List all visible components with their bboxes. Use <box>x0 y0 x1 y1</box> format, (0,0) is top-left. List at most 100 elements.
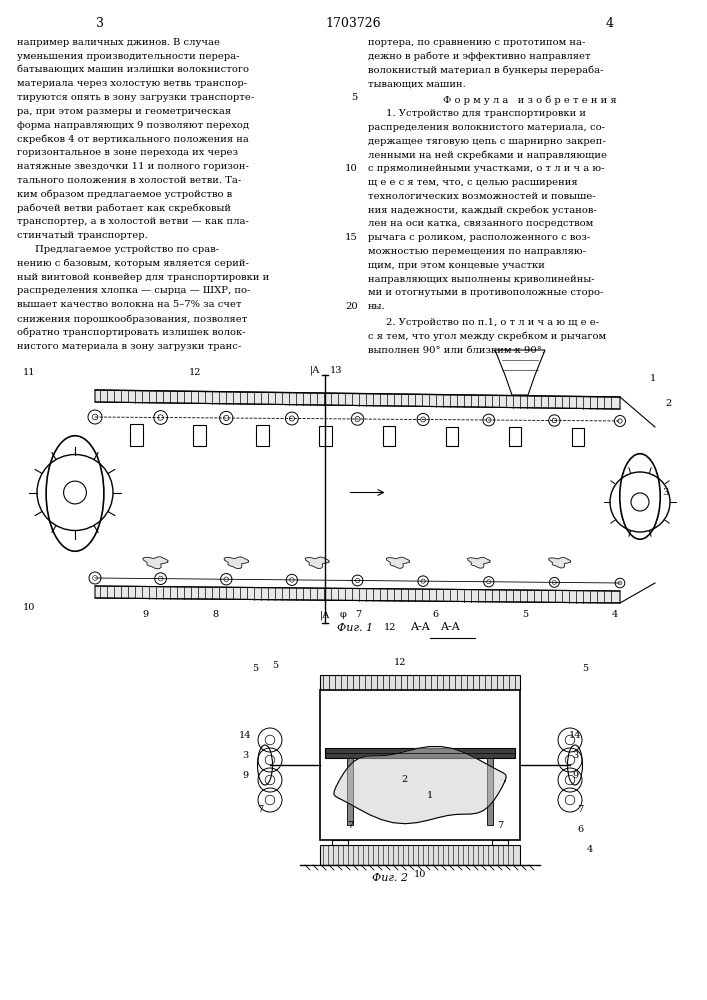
Text: 5: 5 <box>351 93 358 102</box>
Text: рабочей ветви работает как скребковый: рабочей ветви работает как скребковый <box>17 204 231 213</box>
Text: Предлагаемое устройство по срав-: Предлагаемое устройство по срав- <box>35 245 219 254</box>
Text: нистого материала в зону загрузки транс-: нистого материала в зону загрузки транс- <box>17 342 241 351</box>
Text: 4: 4 <box>606 17 614 30</box>
Bar <box>320 845 520 865</box>
Bar <box>332 840 348 845</box>
Polygon shape <box>495 350 545 395</box>
Circle shape <box>615 578 625 588</box>
Text: с я тем, что угол между скребком и рычагом: с я тем, что угол между скребком и рычаг… <box>368 332 606 341</box>
Text: 7: 7 <box>497 820 503 830</box>
Polygon shape <box>467 557 490 568</box>
Polygon shape <box>334 747 506 824</box>
Circle shape <box>351 413 363 425</box>
Polygon shape <box>95 586 620 603</box>
Text: рычага с роликом, расположенного с воз-: рычага с роликом, расположенного с воз- <box>368 233 590 242</box>
Polygon shape <box>549 557 571 568</box>
Text: ким образом предлагаемое устройство в: ким образом предлагаемое устройство в <box>17 190 232 199</box>
Circle shape <box>286 412 298 425</box>
Text: 10: 10 <box>345 164 358 173</box>
Text: 7: 7 <box>355 610 361 619</box>
Text: 9: 9 <box>142 610 148 619</box>
Bar <box>382 426 395 446</box>
Text: держащее тяговую цепь с шарнирно закреп-: держащее тяговую цепь с шарнирно закреп- <box>368 137 606 146</box>
Text: материала через холостую ветвь транспор-: материала через холостую ветвь транспор- <box>17 79 247 88</box>
Text: 5: 5 <box>272 661 278 670</box>
Text: 6: 6 <box>432 610 438 619</box>
Text: тального положения в холостой ветви. Та-: тального положения в холостой ветви. Та- <box>17 176 241 185</box>
Circle shape <box>352 575 363 586</box>
Text: Фиг. 2: Фиг. 2 <box>372 873 408 883</box>
Text: вышает качество волокна на 5–7% за счет: вышает качество волокна на 5–7% за счет <box>17 300 242 309</box>
Text: портера, по сравнению с прототипом на-: портера, по сравнению с прототипом на- <box>368 38 585 47</box>
Text: 10: 10 <box>414 870 426 879</box>
Circle shape <box>155 573 166 584</box>
Text: 4: 4 <box>612 610 618 619</box>
Circle shape <box>549 577 559 587</box>
Text: Ф о р м у л а   и з о б р е т е н и я: Ф о р м у л а и з о б р е т е н и я <box>443 95 617 105</box>
Text: 13: 13 <box>330 366 342 375</box>
Text: 20: 20 <box>345 302 358 311</box>
Circle shape <box>286 574 298 585</box>
Text: ный винтовой конвейер для транспортировки и: ный винтовой конвейер для транспортировк… <box>17 273 269 282</box>
Text: ны.: ны. <box>368 302 385 311</box>
Bar <box>320 690 520 840</box>
Text: 14: 14 <box>568 730 581 740</box>
Bar <box>446 427 459 446</box>
Text: 11: 11 <box>23 368 35 377</box>
Text: можностью перемещения по направляю-: можностью перемещения по направляю- <box>368 247 586 256</box>
Text: 3: 3 <box>96 17 104 30</box>
Text: 3: 3 <box>242 750 248 760</box>
Text: щ е е с я тем, что, с целью расширения: щ е е с я тем, что, с целью расширения <box>368 178 578 187</box>
Text: натяжные звездочки 11 и полного горизон-: натяжные звездочки 11 и полного горизон- <box>17 162 249 171</box>
Text: форма направляющих 9 позволяют переход: форма направляющих 9 позволяют переход <box>17 121 249 130</box>
Text: направляющих выполнены криволинейны-: направляющих выполнены криволинейны- <box>368 275 595 284</box>
Bar <box>320 675 520 690</box>
Text: 1: 1 <box>650 374 656 383</box>
Text: 5: 5 <box>252 664 258 673</box>
Text: 9: 9 <box>572 770 578 780</box>
Text: транспортер, а в холостой ветви — как пла-: транспортер, а в холостой ветви — как пл… <box>17 217 249 226</box>
Text: 12: 12 <box>394 658 407 667</box>
Text: снижения порошкообразования, позволяет: снижения порошкообразования, позволяет <box>17 314 247 324</box>
Bar <box>487 758 493 825</box>
Text: например валичных джинов. В случае: например валичных джинов. В случае <box>17 38 220 47</box>
Polygon shape <box>95 390 620 409</box>
Text: 2: 2 <box>665 398 671 408</box>
Text: стинчатый транспортер.: стинчатый транспортер. <box>17 231 148 240</box>
Text: тывающих машин.: тывающих машин. <box>368 79 466 88</box>
Text: волокнистый материал в бункеры перераба-: волокнистый материал в бункеры перераба- <box>368 66 604 75</box>
Circle shape <box>418 576 428 586</box>
Text: |A: |A <box>320 610 330 619</box>
Text: 2. Устройство по п.1, о т л и ч а ю щ е е-: 2. Устройство по п.1, о т л и ч а ю щ е … <box>386 318 599 327</box>
Text: с прямолинейными участками, о т л и ч а ю-: с прямолинейными участками, о т л и ч а … <box>368 164 604 173</box>
Text: распределения хлопка — сырца — ШХР, по-: распределения хлопка — сырца — ШХР, по- <box>17 286 250 295</box>
Text: 2: 2 <box>402 776 408 784</box>
Bar <box>129 424 144 446</box>
Text: 10: 10 <box>23 603 35 612</box>
Text: 15: 15 <box>345 233 358 242</box>
Text: горизонтальное в зоне перехода их через: горизонтальное в зоне перехода их через <box>17 148 238 157</box>
Text: обратно транспортировать излишек волок-: обратно транспортировать излишек волок- <box>17 328 245 337</box>
Text: нению с базовым, которым является серий-: нению с базовым, которым является серий- <box>17 259 249 268</box>
Bar <box>573 428 585 446</box>
Text: ния надежности, каждый скребок установ-: ния надежности, каждый скребок установ- <box>368 206 597 215</box>
Bar <box>492 840 508 845</box>
Circle shape <box>484 577 494 587</box>
Text: Фиг. 1: Фиг. 1 <box>337 623 373 633</box>
Circle shape <box>89 572 101 584</box>
Text: 3: 3 <box>572 750 578 760</box>
Bar <box>325 748 515 758</box>
Text: 8: 8 <box>212 610 218 619</box>
Text: 6: 6 <box>577 826 583 834</box>
Text: 3: 3 <box>662 488 668 497</box>
Text: 12: 12 <box>384 623 396 632</box>
Text: ленными на ней скребками и направляющие: ленными на ней скребками и направляющие <box>368 150 607 160</box>
Text: 12: 12 <box>189 368 201 377</box>
Circle shape <box>549 415 560 426</box>
Text: 1: 1 <box>427 790 433 800</box>
Text: тируются опять в зону загрузки транспорте-: тируются опять в зону загрузки транспорт… <box>17 93 255 102</box>
Text: 1703726: 1703726 <box>325 17 381 30</box>
Bar <box>320 426 332 446</box>
Bar <box>256 425 269 446</box>
Text: распределения волокнистого материала, со-: распределения волокнистого материала, со… <box>368 123 605 132</box>
